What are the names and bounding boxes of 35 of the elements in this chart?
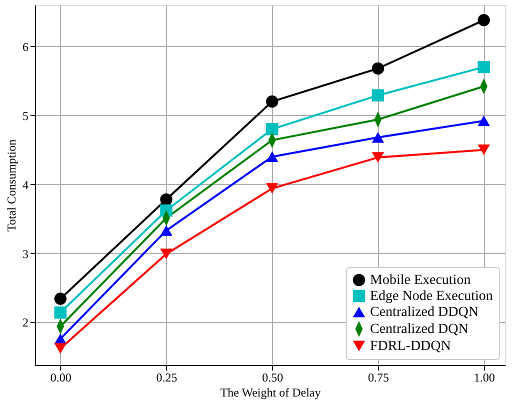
y-tick-label: 4: [22, 178, 28, 192]
y-tick-label: 5: [22, 108, 28, 123]
point: [478, 144, 490, 156]
x-tick-label: 0.50: [262, 370, 284, 384]
legend-label: FDRL-DDQN: [370, 339, 451, 354]
point: [160, 193, 172, 206]
point: [266, 183, 278, 194]
point: [54, 292, 67, 305]
y-axis-title: Total Consumption: [4, 139, 18, 232]
point: [478, 60, 490, 74]
x-tick-label: 0.00: [50, 370, 72, 384]
legend-label: Edge Node Execution: [370, 289, 493, 304]
point: [372, 152, 384, 163]
point: [54, 343, 67, 354]
point: [54, 306, 67, 319]
point: [478, 116, 490, 126]
point: [478, 14, 490, 26]
y-tick-label: 2: [22, 316, 28, 330]
point: [372, 89, 384, 102]
point: [266, 123, 278, 136]
x-axis-title: The Weight of Delay: [220, 386, 321, 400]
legend-label: Centralized DQN: [370, 322, 468, 337]
legend-label: Centralized DDQN: [370, 305, 478, 320]
x-tick-label: 0.25: [156, 370, 178, 384]
point: [266, 151, 278, 162]
point: [372, 132, 384, 143]
y-tick-label: 6: [22, 40, 28, 54]
y-tick-label: 3: [22, 246, 28, 261]
x-tick-label: 1.00: [474, 370, 495, 384]
x-tick-label: 0.75: [368, 370, 389, 384]
point: [372, 62, 384, 75]
legend-label: Mobile Execution: [370, 273, 471, 288]
point: [266, 95, 278, 108]
point: [160, 225, 172, 236]
point: [160, 248, 172, 260]
